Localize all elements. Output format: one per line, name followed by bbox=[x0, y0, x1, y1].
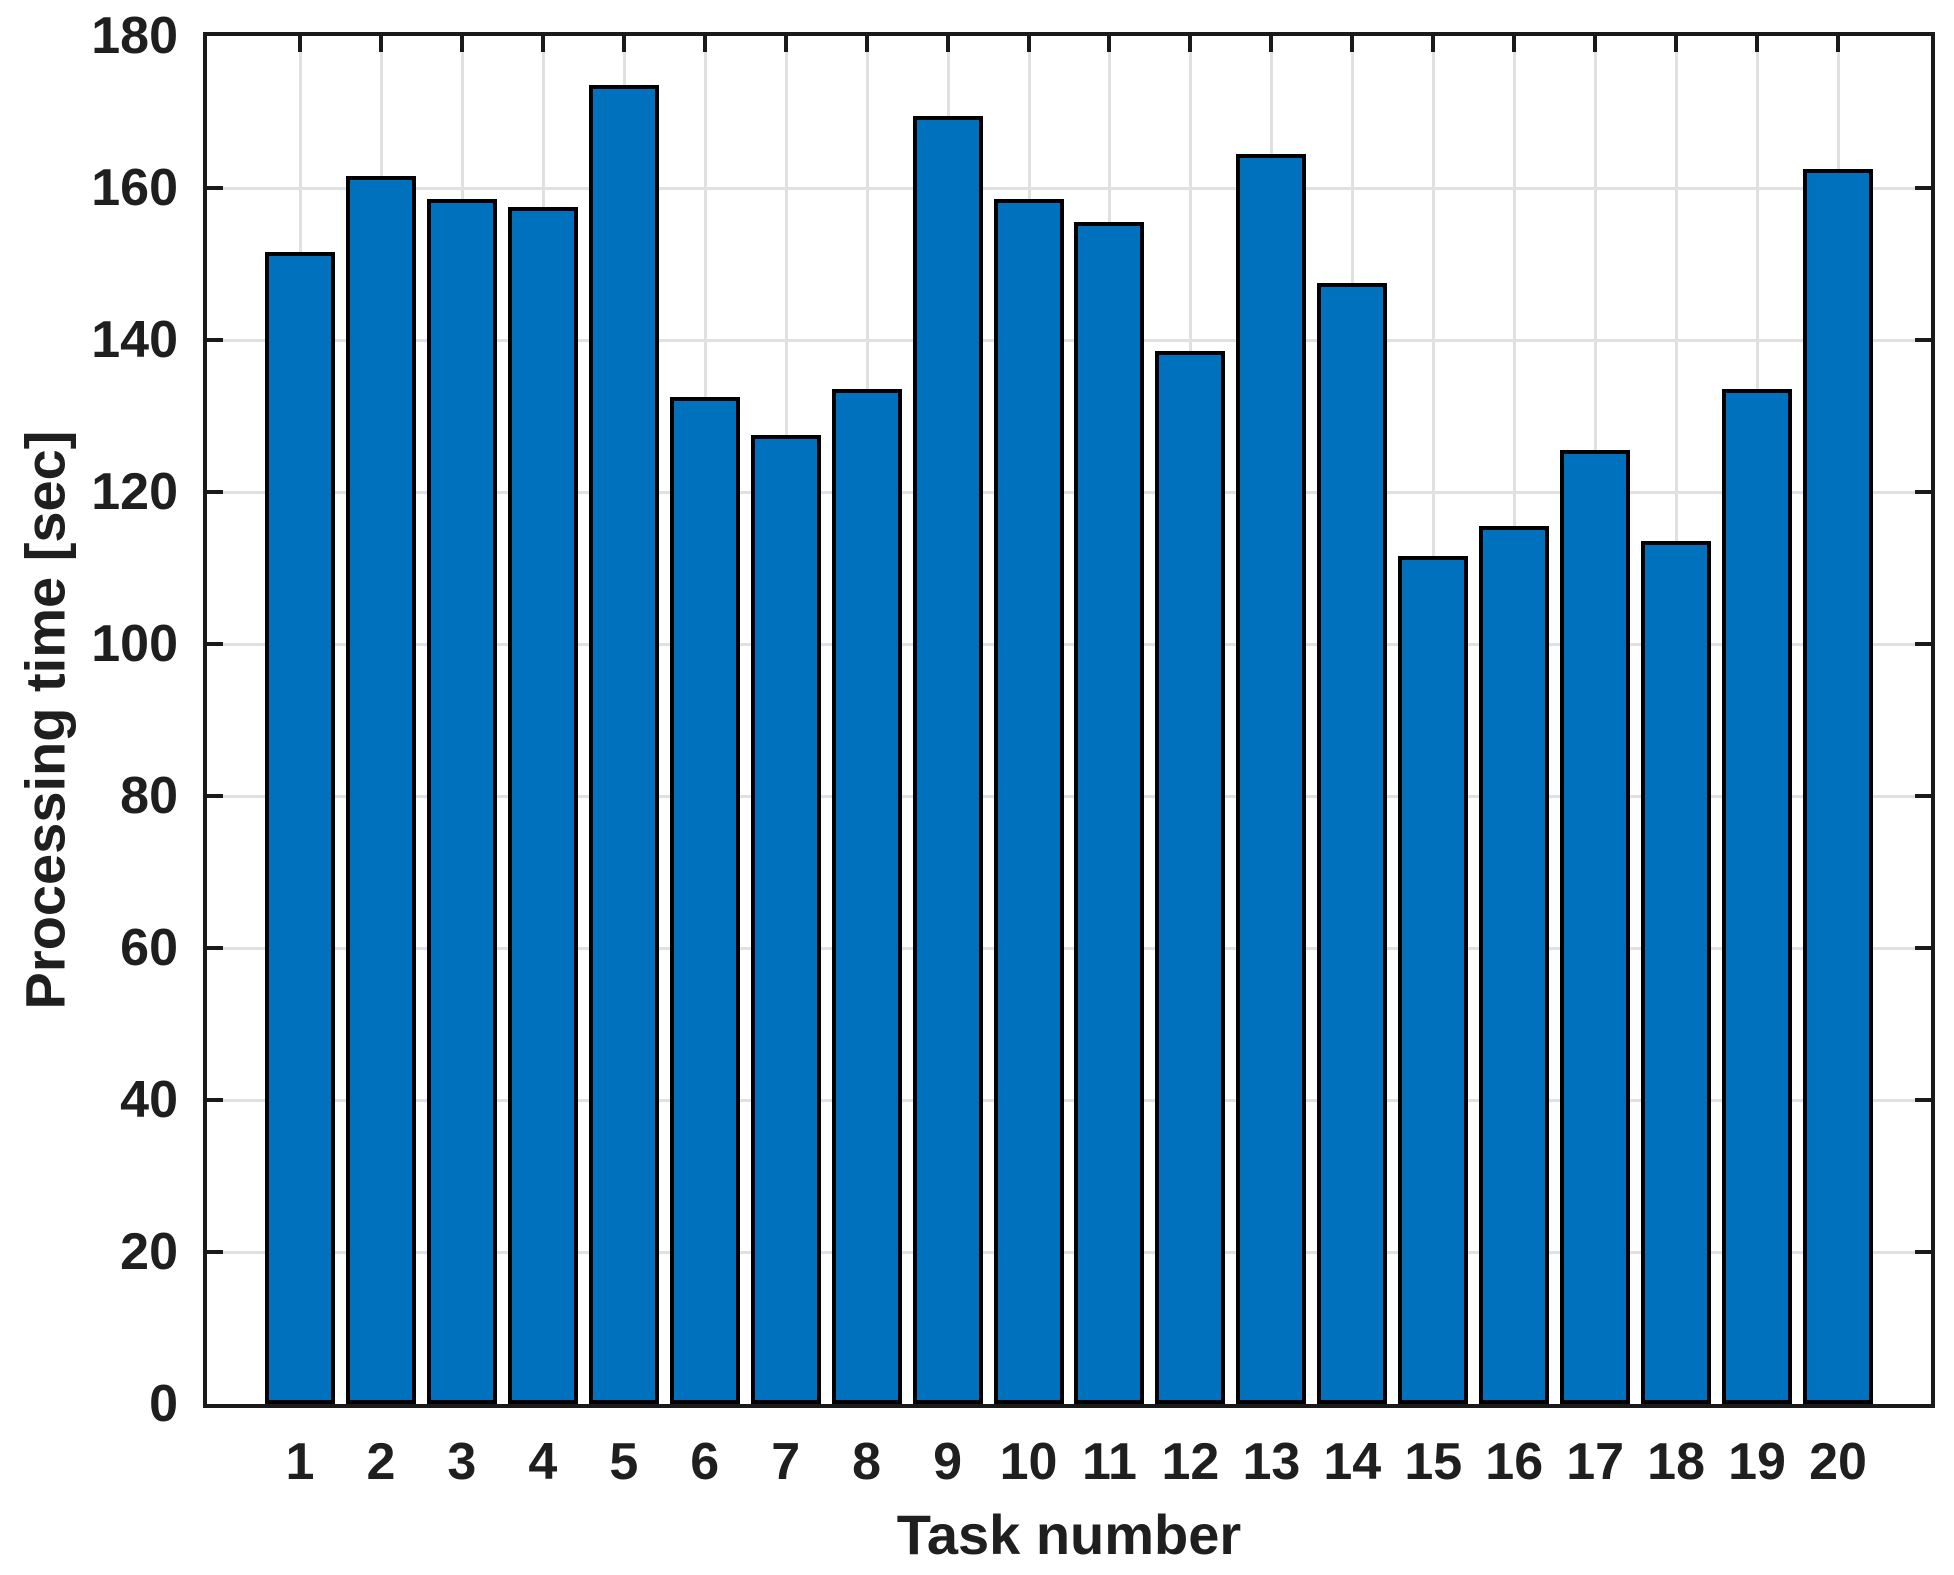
y-gridline bbox=[207, 1251, 1931, 1254]
x-tick-label: 12 bbox=[1161, 1433, 1220, 1491]
y-gridline bbox=[207, 187, 1931, 190]
x-tick-top bbox=[1269, 36, 1274, 52]
bar-task-8 bbox=[831, 389, 902, 1404]
plot-area bbox=[203, 32, 1935, 1408]
x-tick-label: 8 bbox=[852, 1433, 882, 1491]
x-tick-top bbox=[1107, 36, 1112, 52]
x-tick-top bbox=[378, 36, 383, 52]
x-tick-label: 19 bbox=[1728, 1433, 1786, 1491]
y-tick-right bbox=[1915, 1250, 1931, 1254]
x-tick-top bbox=[1674, 36, 1679, 52]
x-tick-label: 13 bbox=[1242, 1433, 1301, 1491]
y-tick-left bbox=[207, 946, 223, 950]
y-tick-left bbox=[207, 1250, 223, 1254]
y-gridline bbox=[207, 1099, 1931, 1102]
bar-task-20 bbox=[1803, 168, 1873, 1404]
bar-task-12 bbox=[1155, 351, 1226, 1404]
x-tick-label: 11 bbox=[1081, 1433, 1137, 1491]
y-tick-label: 100 bbox=[91, 615, 178, 673]
bar-task-13 bbox=[1236, 153, 1307, 1404]
y-tick-label: 0 bbox=[149, 1375, 178, 1433]
bar-task-15 bbox=[1398, 556, 1469, 1404]
bar-task-16 bbox=[1479, 526, 1550, 1404]
x-tick-top bbox=[1512, 36, 1517, 52]
x-tick-label: 18 bbox=[1647, 1433, 1706, 1491]
y-tick-right bbox=[1915, 490, 1931, 494]
x-tick-label: 9 bbox=[933, 1433, 963, 1491]
y-tick-label: 80 bbox=[120, 767, 178, 825]
bar-task-1 bbox=[265, 252, 335, 1404]
y-gridline bbox=[207, 339, 1931, 342]
y-tick-label: 160 bbox=[91, 159, 178, 217]
y-tick-left bbox=[207, 490, 223, 494]
bar-layer bbox=[207, 36, 1931, 1404]
bar-task-17 bbox=[1560, 450, 1631, 1404]
y-gridline bbox=[207, 795, 1931, 798]
bar-task-3 bbox=[426, 199, 497, 1404]
bar-task-9 bbox=[912, 115, 983, 1404]
x-tick-top bbox=[621, 36, 626, 52]
y-tick-left bbox=[207, 794, 223, 798]
bar-task-11 bbox=[1074, 222, 1145, 1404]
bar-task-4 bbox=[507, 206, 578, 1404]
x-tick-label: 5 bbox=[609, 1433, 639, 1491]
x-tick-top bbox=[864, 36, 869, 52]
bar-task-2 bbox=[345, 176, 416, 1404]
bar-task-7 bbox=[750, 434, 821, 1404]
bar-task-19 bbox=[1722, 389, 1793, 1404]
x-tick-top bbox=[702, 36, 707, 52]
y-tick-label: 40 bbox=[120, 1071, 178, 1129]
x-tick-label: 20 bbox=[1809, 1433, 1867, 1491]
y-tick-label: 20 bbox=[120, 1223, 178, 1281]
y-tick-right bbox=[1915, 1098, 1931, 1102]
y-tick-right bbox=[1915, 946, 1931, 950]
x-tick-label: 10 bbox=[999, 1433, 1058, 1491]
x-tick-label: 7 bbox=[771, 1433, 801, 1491]
bar-task-6 bbox=[669, 396, 740, 1404]
bar-task-5 bbox=[588, 85, 659, 1404]
y-tick-label: 120 bbox=[91, 463, 178, 521]
bar-task-14 bbox=[1317, 282, 1388, 1404]
y-tick-label: 60 bbox=[120, 919, 178, 977]
y-tick-right bbox=[1915, 642, 1931, 646]
y-tick-left bbox=[207, 338, 223, 342]
y-tick-left bbox=[207, 642, 223, 646]
x-tick-top bbox=[1431, 36, 1436, 52]
y-gridline bbox=[207, 643, 1931, 646]
bar-task-10 bbox=[993, 199, 1064, 1404]
x-tick-top bbox=[1026, 36, 1031, 52]
bar-task-18 bbox=[1641, 541, 1712, 1404]
y-tick-label: 180 bbox=[91, 7, 178, 65]
y-gridline bbox=[207, 491, 1931, 494]
x-tick-top bbox=[1755, 36, 1760, 52]
x-tick-top bbox=[1593, 36, 1598, 52]
x-tick-top bbox=[459, 36, 464, 52]
x-tick-label: 14 bbox=[1323, 1433, 1382, 1491]
x-tick-top bbox=[540, 36, 545, 52]
x-tick-label: 17 bbox=[1566, 1433, 1625, 1491]
x-tick-top bbox=[298, 36, 302, 52]
x-tick-top bbox=[1350, 36, 1355, 52]
x-tick-top bbox=[1836, 36, 1840, 52]
y-tick-right bbox=[1915, 186, 1931, 190]
x-tick-label: 1 bbox=[285, 1433, 315, 1491]
y-tick-label: 140 bbox=[91, 311, 178, 369]
y-tick-right bbox=[1915, 338, 1931, 342]
x-tick-label: 16 bbox=[1485, 1433, 1544, 1491]
x-tick-top bbox=[1188, 36, 1193, 52]
x-tick-top bbox=[945, 36, 950, 52]
x-tick-label: 3 bbox=[447, 1433, 477, 1491]
x-axis-label: Task number bbox=[896, 1503, 1242, 1566]
x-tick-label: 2 bbox=[366, 1433, 396, 1491]
x-tick-label: 4 bbox=[528, 1433, 558, 1491]
y-tick-left bbox=[207, 1098, 223, 1102]
x-tick-label: 6 bbox=[690, 1433, 720, 1491]
x-tick-top bbox=[783, 36, 788, 52]
y-gridline bbox=[207, 947, 1931, 950]
x-tick-label: 15 bbox=[1404, 1433, 1463, 1491]
y-tick-right bbox=[1915, 794, 1931, 798]
y-tick-left bbox=[207, 186, 223, 190]
